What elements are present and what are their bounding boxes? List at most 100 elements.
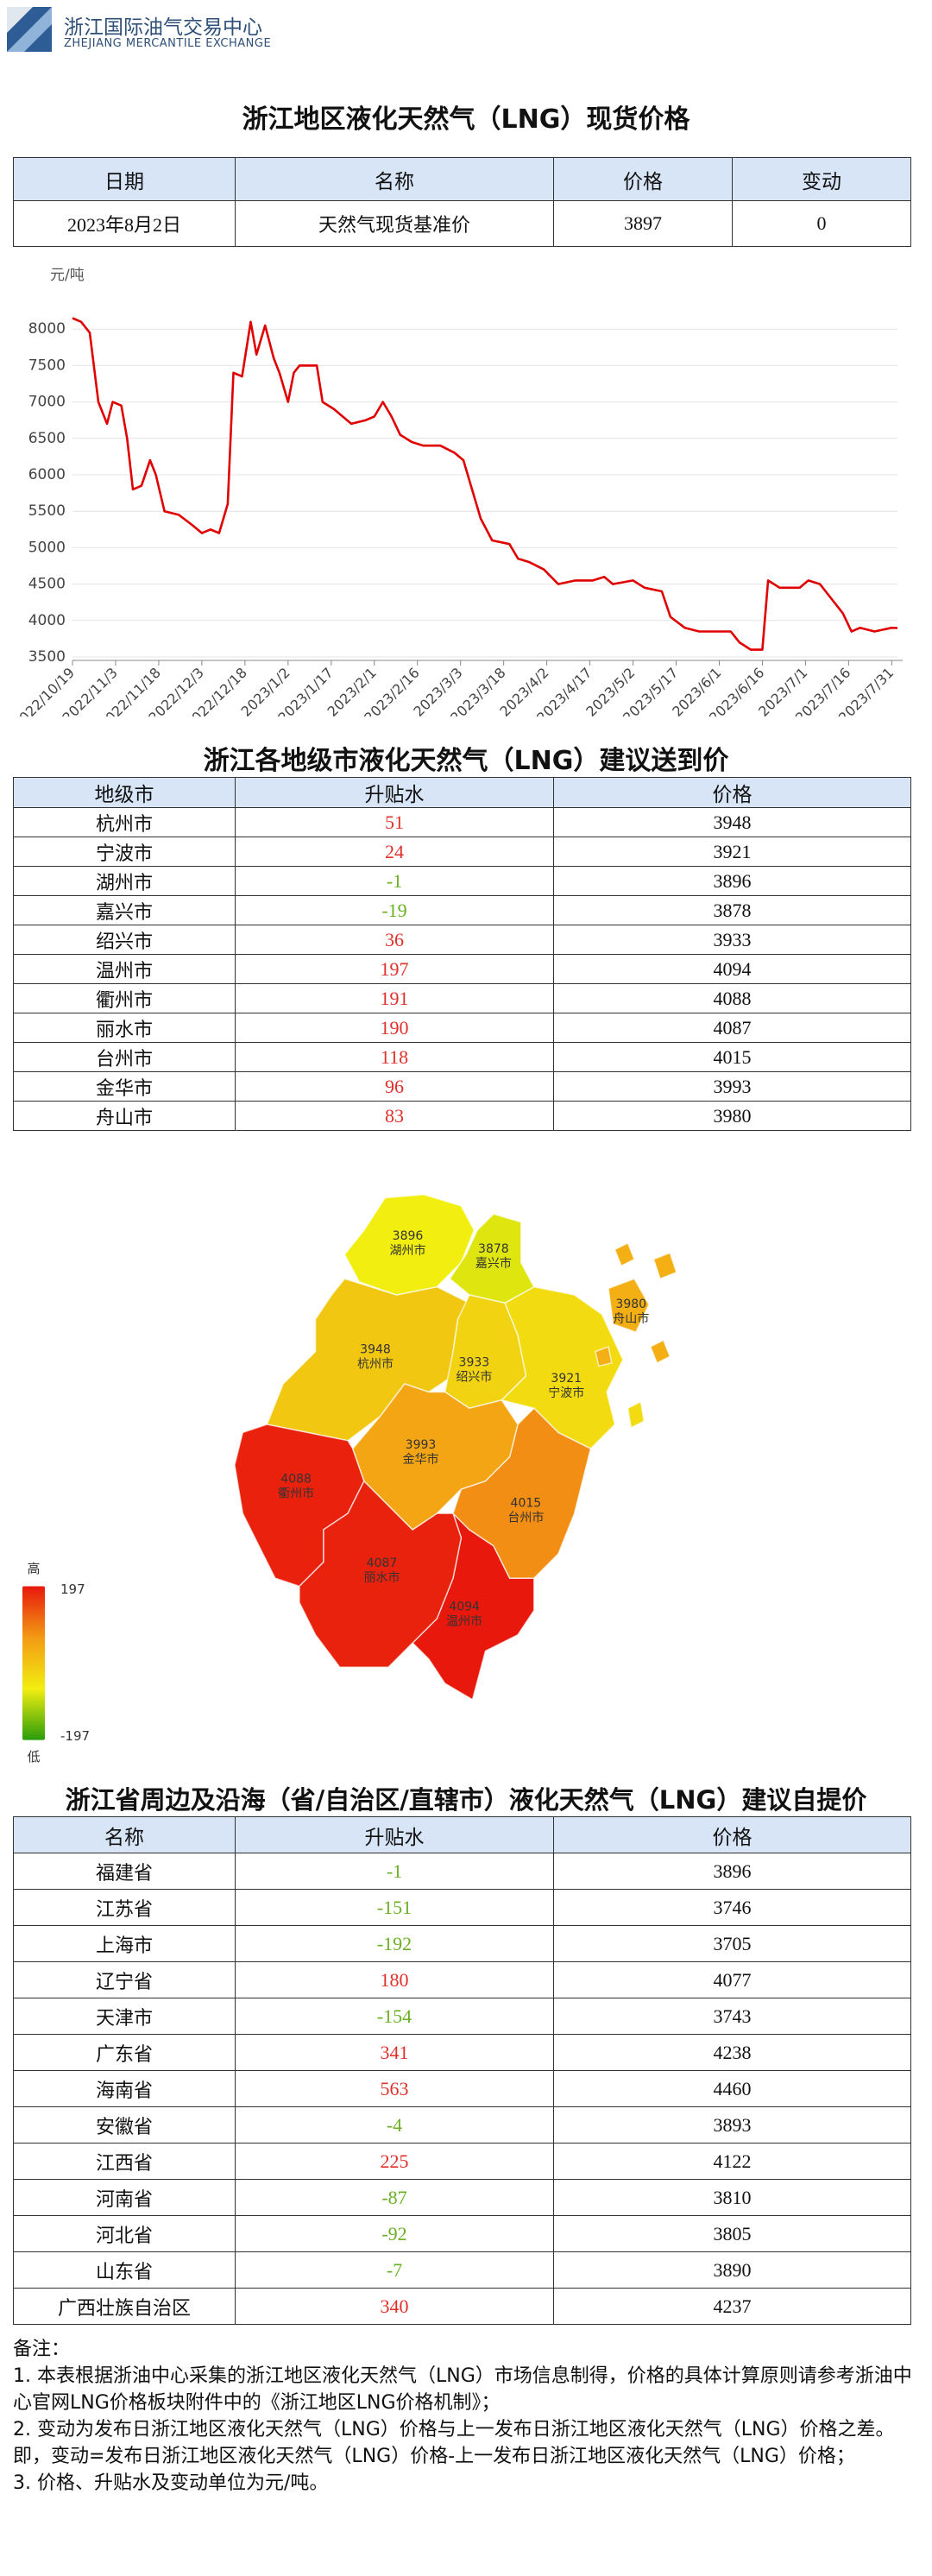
- table-row: 丽水市 190 4087: [13, 1013, 911, 1043]
- map-city-label: 金华市: [403, 1452, 439, 1467]
- table-row: 2023年8月2日 天然气现货基准价 3897 0: [13, 200, 911, 247]
- table-cell: 3948: [553, 807, 911, 837]
- y-tick-label: 6500: [28, 430, 66, 447]
- table-cell: -7: [235, 2251, 554, 2289]
- table-cell: 3893: [553, 2106, 911, 2144]
- table-cell: 3933: [553, 925, 911, 955]
- table-cell: 福建省: [13, 1853, 236, 1890]
- header-row: 日期 名称 价格 变动: [13, 157, 911, 201]
- legend-min-label: -197: [60, 1728, 90, 1744]
- table-cell: 0: [732, 200, 911, 247]
- table-cell: 3878: [553, 895, 911, 925]
- table-row: 天津市 -154 3743: [13, 1998, 911, 2035]
- table-row: 湖州市 -1 3896: [13, 866, 911, 896]
- table-cell: 4237: [553, 2288, 911, 2325]
- column-header: 名称: [235, 157, 554, 201]
- table-cell: 3921: [553, 837, 911, 867]
- table-cell: 天然气现货基准价: [235, 200, 554, 247]
- y-tick-label: 8000: [28, 320, 66, 338]
- table-cell: 衢州市: [13, 983, 236, 1013]
- table-cell: 563: [235, 2070, 554, 2107]
- table: 地级市 升贴水 价格 杭州市 51 3948 宁波市 24 3921 湖州市 -1 3896 嘉兴市 -1…: [13, 777, 911, 1131]
- map-city-label: 杭州市: [357, 1356, 394, 1371]
- column-header: 价格: [553, 157, 733, 201]
- table-row: 舟山市 83 3980: [13, 1101, 911, 1131]
- map-price-label: 3921: [551, 1372, 582, 1386]
- table-cell: 36: [235, 925, 554, 955]
- map-city-label: 温州市: [446, 1613, 482, 1628]
- table-cell: 宁波市: [13, 837, 236, 867]
- table-cell: 3896: [553, 1853, 911, 1890]
- map-city-label: 宁波市: [548, 1386, 584, 1400]
- table-row: 杭州市 51 3948: [13, 807, 911, 837]
- table-cell: 3890: [553, 2251, 911, 2289]
- map-price-label: 3933: [459, 1355, 490, 1369]
- table-cell: 96: [235, 1071, 554, 1102]
- map-price-label: 3896: [393, 1229, 424, 1243]
- y-tick-label: 4000: [28, 612, 66, 629]
- note-item: 1. 本表根据浙油中心采集的浙江地区液化天然气（LNG）市场信息制得，价格的具体…: [13, 2365, 912, 2414]
- notes: 备注： 1. 本表根据浙油中心采集的浙江地区液化天然气（LNG）市场信息制得，价…: [13, 2336, 915, 2497]
- map-city-label: 衢州市: [278, 1486, 314, 1500]
- column-header: 日期: [13, 157, 236, 201]
- map-price-label: 3878: [478, 1242, 509, 1256]
- table-cell: 河南省: [13, 2179, 236, 2216]
- table-cell: -4: [235, 2106, 554, 2144]
- y-tick-label: 6000: [28, 466, 66, 483]
- table-row: 广西壮族自治区 340 4237: [13, 2288, 911, 2325]
- table-cell: 3993: [553, 1071, 911, 1102]
- y-tick-label: 3500: [28, 648, 66, 666]
- notes-heading: 备注：: [13, 2339, 71, 2360]
- map-price-label: 4015: [511, 1496, 542, 1510]
- table-cell: 191: [235, 983, 554, 1013]
- table-cell: -19: [235, 895, 554, 925]
- table-cell: 丽水市: [13, 1013, 236, 1043]
- map-city-label: 湖州市: [390, 1243, 426, 1258]
- table-row: 河北省 -92 3805: [13, 2215, 911, 2252]
- column-header: 地级市: [13, 777, 236, 808]
- table-cell: 4015: [553, 1042, 911, 1072]
- table-row: 海南省 563 4460: [13, 2070, 911, 2107]
- city-table: 地级市 升贴水 价格 杭州市 51 3948 宁波市 24 3921 湖州市 -1 3896 嘉兴市 -1…: [13, 777, 911, 1131]
- table-cell: 83: [235, 1101, 554, 1131]
- table-cell: 118: [235, 1042, 554, 1072]
- table-cell: 山东省: [13, 2251, 236, 2289]
- y-tick-label: 5500: [28, 502, 66, 520]
- y-axis-label: 元/吨: [50, 267, 85, 284]
- table-row: 上海市 -192 3705: [13, 1925, 911, 1962]
- line-chart: 元/吨 3500 4000 4500 5000 5500 6000 6500 7000 7500…: [9, 267, 903, 717]
- table-row: 辽宁省 180 4077: [13, 1961, 911, 1998]
- map-price-label: 3980: [615, 1297, 646, 1311]
- map-price-label: 4088: [280, 1472, 312, 1486]
- header-row: 名称 升贴水 价格: [13, 1816, 911, 1853]
- table-cell: 绍兴市: [13, 925, 236, 955]
- table-cell: 金华市: [13, 1071, 236, 1102]
- table-row: 江苏省 -151 3746: [13, 1889, 911, 1926]
- table-cell: 海南省: [13, 2070, 236, 2107]
- table-row: 宁波市 24 3921: [13, 837, 911, 867]
- table-cell: -1: [235, 866, 554, 896]
- table-cell: 温州市: [13, 954, 236, 984]
- table-cell: 225: [235, 2143, 554, 2180]
- table-cell: 3805: [553, 2215, 911, 2252]
- table-row: 温州市 197 4094: [13, 954, 911, 984]
- table-cell: 197: [235, 954, 554, 984]
- map-city-label: 台州市: [507, 1510, 544, 1525]
- table-cell: 安徽省: [13, 2106, 236, 2144]
- table-cell: 4122: [553, 2143, 911, 2180]
- table-row: 金华市 96 3993: [13, 1071, 911, 1102]
- legend-high-label: 高: [27, 1561, 40, 1576]
- table-cell: 4238: [553, 2034, 911, 2071]
- y-tick-label: 7000: [28, 394, 66, 411]
- table-cell: 3896: [553, 866, 911, 896]
- table-cell: 江西省: [13, 2143, 236, 2180]
- table-cell: 嘉兴市: [13, 895, 236, 925]
- table-cell: 辽宁省: [13, 1961, 236, 1998]
- map-price-label: 3948: [360, 1342, 391, 1356]
- table-cell: 上海市: [13, 1925, 236, 1962]
- map-city-label: 嘉兴市: [475, 1256, 512, 1271]
- table-cell: 24: [235, 837, 554, 867]
- table-cell: 杭州市: [13, 807, 236, 837]
- table-cell: 341: [235, 2034, 554, 2071]
